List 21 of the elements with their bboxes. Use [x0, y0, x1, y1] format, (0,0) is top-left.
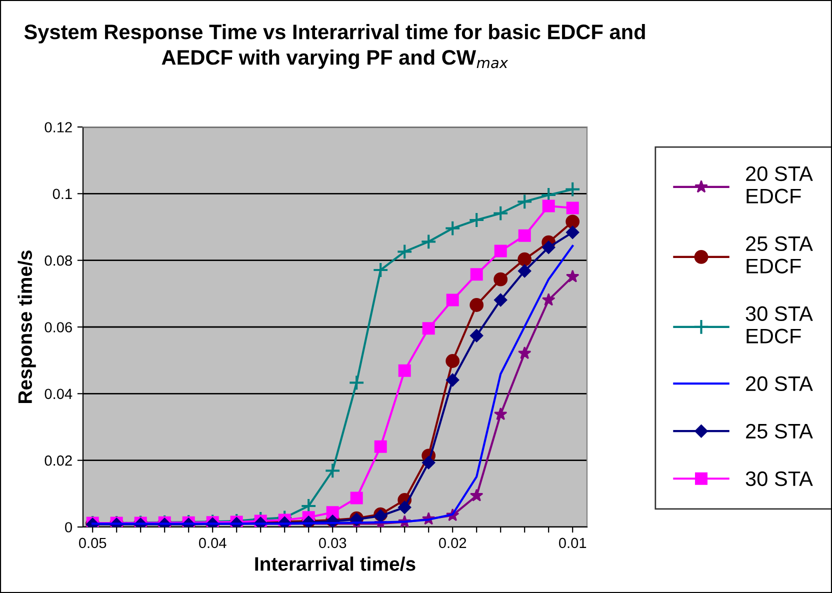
- legend-label: 30 STA: [746, 471, 813, 486]
- y-tick-label: 0.04: [44, 388, 72, 400]
- legend-label: 30 STA EDCF: [746, 306, 813, 344]
- x-tick-label: 0.05: [78, 538, 106, 548]
- y-tick-label: 0: [65, 522, 72, 532]
- y-tick-label: 0.06: [44, 322, 72, 332]
- legend-label: 25 STA: [746, 424, 813, 439]
- y-tick-label: 0.12: [44, 122, 72, 132]
- x-tick-label: 0.04: [198, 538, 226, 548]
- legend-label: 25 STA EDCF: [746, 236, 813, 274]
- y-tick-label: 0.02: [44, 455, 72, 466]
- y-axis-title: Response time/s: [18, 250, 36, 403]
- y-tick-label: 0.08: [44, 255, 72, 266]
- x-tick-label: 0.03: [318, 538, 346, 548]
- chart-title: System Response Time vs Interarrival time for basic EDCF and AEDCF with varying PF and CW$_{max}$: [24, 24, 645, 70]
- legend-label: 20 STA EDCF: [746, 166, 813, 204]
- legend-label: 20 STA: [746, 376, 813, 392]
- y-tick-label: 0.1: [52, 188, 72, 200]
- x-axis-title: Interarrival time/s: [255, 556, 416, 572]
- x-tick-label: 0.01: [558, 538, 586, 548]
- x-tick-label: 0.02: [438, 538, 466, 548]
